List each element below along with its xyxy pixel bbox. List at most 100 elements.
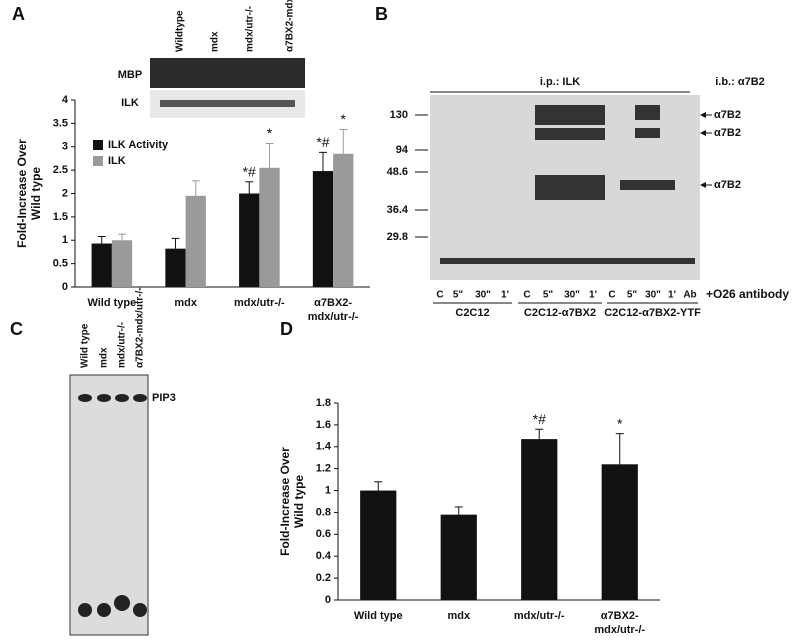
x-tick-label: Wild type [354,610,403,622]
y-tick-label: 3 [62,141,68,153]
y-tick-label: 0.8 [316,506,331,518]
lane-label: α7BX2-mdx/utr-/- [285,0,296,52]
error-bar [454,506,463,515]
y-tick-label: 0.2 [316,572,331,584]
lane-label: 5" [453,290,464,301]
x-tick-label: mdx/utr-/- [514,610,565,622]
lane-label: mdx [99,347,110,368]
bar [440,514,477,600]
mw-marker: 29.8 [387,231,408,243]
arrow-head [700,182,706,188]
x-tick-label: α7BX2- [314,297,352,309]
y-tick-label: 0.6 [316,528,331,540]
y-tick-label: 0.4 [316,550,332,562]
error-bar [171,237,180,249]
lane-label: 1' [668,290,676,301]
ib-label: i.b.: α7B2 [715,76,765,88]
lane-label: C [523,290,530,301]
y-tick-label: 1 [62,234,68,246]
y-tick-label: 1.6 [316,419,331,431]
y-tick-label: 0 [325,594,331,606]
lane-label: 1' [589,290,597,301]
band-label: α7B2 [714,127,741,139]
y-tick-label: 1.8 [316,397,331,409]
legend-swatch [93,156,103,166]
bar [601,464,638,600]
y-tick-label: 2.5 [53,164,68,176]
y-tick-label: 2 [62,187,68,199]
y-axis-label: Wild type [29,167,43,221]
lane-label: C [608,290,615,301]
x-tick-label: α7BX2- [601,610,639,622]
bar [360,490,397,600]
panel-letter: C [10,319,23,339]
group-label: C2C12 [455,307,489,319]
x-tick-label: Wild type [87,297,136,309]
lane-label: 5" [627,290,638,301]
arrow-head [700,112,706,118]
mw-marker: 48.6 [387,166,408,178]
lane-label: mdx [210,31,221,52]
error-bar [265,142,274,168]
blot-c-spots [78,394,147,617]
lane-label: mdx/utr-/- [245,6,256,52]
lane-label: 30" [645,290,661,301]
annotation: * [267,125,273,141]
y-axis-label: Wild type [292,475,306,529]
group-label: C2C12-α7BX2 [524,307,596,319]
y-tick-label: 0.5 [53,258,68,270]
blot-mbp [150,58,305,88]
legend-label: ILK Activity [108,139,169,151]
mw-marker: 130 [390,109,408,121]
ip-label: i.p.: ILK [540,76,580,88]
arrow-head [700,130,706,136]
blot-b-bands [440,105,695,264]
lane-label: α7BX2-mdx/utr-/- [135,287,146,368]
error-bar [339,128,348,154]
lane-label: 30" [475,290,491,301]
annotation: *# [316,134,329,150]
blot-ilk-band [160,100,295,107]
error-bar [374,481,383,491]
legend-swatch [93,140,103,150]
y-axis-label: Fold-Increase Over [278,447,292,556]
x-tick-label: mdx/utr-/- [594,624,645,636]
error-bar [191,180,200,196]
band-label: α7B2 [714,179,741,191]
spot-label: PIP3 [152,392,176,404]
bar [91,243,112,287]
band-label: α7B2 [714,109,741,121]
row-label: MBP [118,69,142,81]
bar [259,167,280,287]
bar [239,193,260,287]
annotation: *# [533,411,546,427]
error-bar [318,151,327,172]
panel-letter: B [375,4,388,24]
annotation: *# [243,164,256,180]
treatment-label: +O26 antibody [706,287,789,301]
row-label: ILK [121,97,139,109]
x-tick-label: mdx/utr-/- [308,311,359,323]
error-bar [535,428,544,440]
blot-c [69,374,149,636]
bar [521,439,558,600]
annotation: * [341,111,347,127]
annotation: * [617,415,623,431]
bar [312,171,334,287]
lane-label: Ab [683,290,696,301]
lane-label: 1' [501,290,509,301]
y-tick-label: 3.5 [53,117,68,129]
bar [165,248,186,287]
error-bar [245,181,254,194]
error-bar [615,433,624,465]
error-bar [97,236,106,244]
y-tick-label: 0 [62,281,68,293]
mw-marker: 94 [396,144,409,156]
y-tick-label: 1.2 [316,463,331,475]
lane-label: C [436,290,443,301]
lane-label: Wild type [80,323,91,368]
y-tick-label: 1.4 [316,441,332,453]
x-tick-label: mdx [447,610,471,622]
y-tick-label: 1.5 [53,211,68,223]
